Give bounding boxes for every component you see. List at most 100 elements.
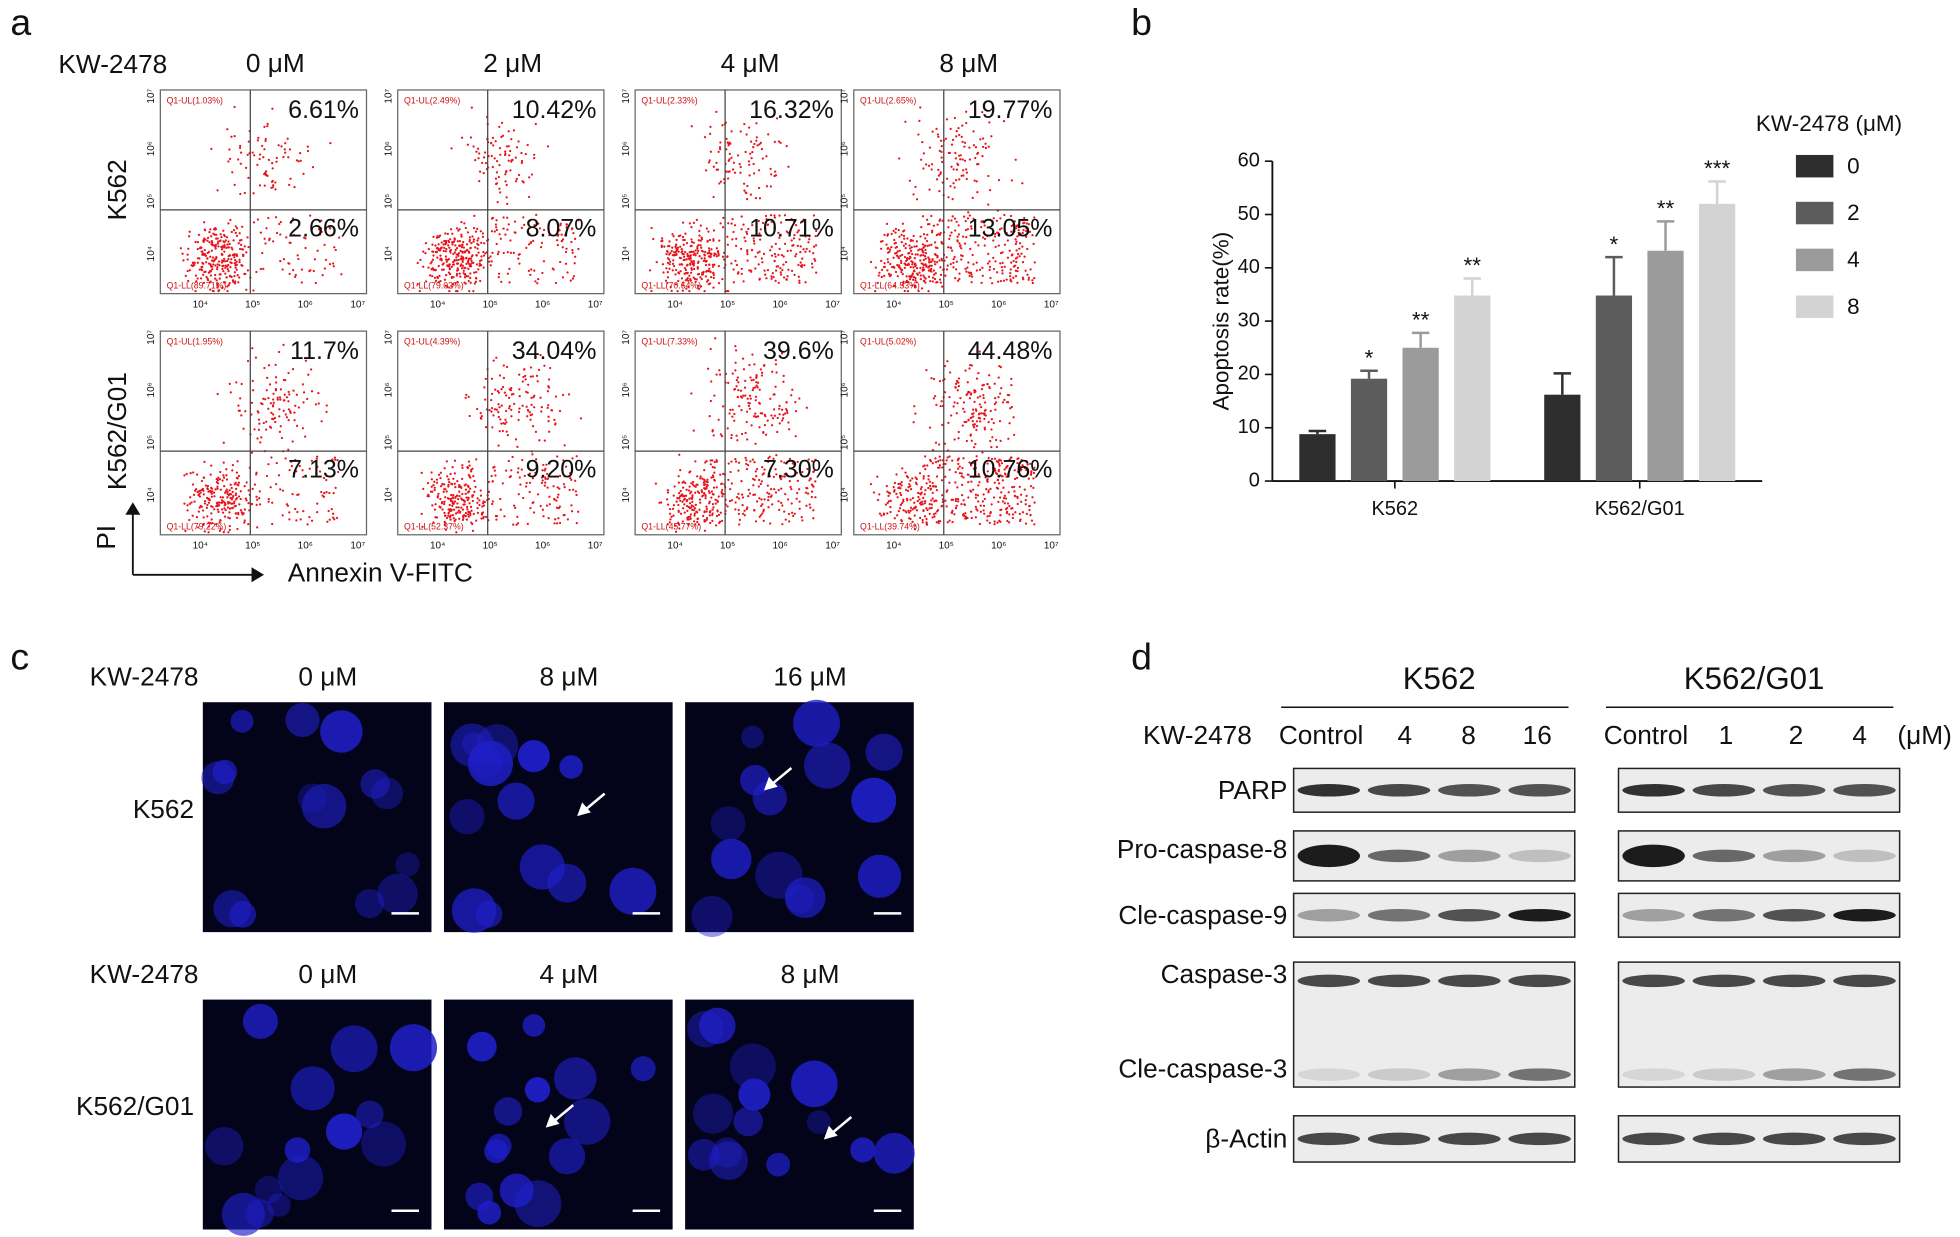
- flow-event: [293, 419, 295, 421]
- flow-x-tick: 10⁷: [350, 300, 365, 311]
- flow-event: [694, 512, 696, 514]
- flow-event: [956, 261, 958, 263]
- flow-event: [906, 237, 908, 239]
- flow-event: [914, 515, 916, 517]
- flow-event: [540, 410, 542, 412]
- flow-event: [282, 156, 284, 158]
- flow-event: [939, 220, 941, 222]
- flow-event: [962, 141, 964, 143]
- flow-event: [253, 154, 255, 156]
- flow-event: [707, 270, 709, 272]
- flow-event: [717, 151, 719, 153]
- flow-event: [458, 518, 460, 520]
- flow-event: [692, 263, 694, 265]
- flow-event: [1020, 253, 1022, 255]
- flow-event: [880, 260, 882, 262]
- flow-event: [264, 238, 266, 240]
- flow-event: [1006, 401, 1008, 403]
- flow-event: [197, 248, 199, 250]
- flow-event: [310, 368, 312, 370]
- flow-event: [752, 163, 754, 165]
- flow-event: [302, 401, 304, 403]
- flow-event: [214, 264, 216, 266]
- flow-event: [712, 493, 714, 495]
- flow-event: [935, 461, 937, 463]
- flow-event: [465, 493, 467, 495]
- flow-y-tick: 10⁴: [146, 246, 157, 261]
- flow-event: [990, 135, 992, 137]
- flow-event: [453, 259, 455, 261]
- flow-event: [257, 137, 259, 139]
- flow-event: [445, 258, 447, 260]
- flow-event: [247, 154, 249, 156]
- flow-event: [495, 226, 497, 228]
- flow-event: [983, 513, 985, 515]
- flow-event: [745, 192, 747, 194]
- flow-event: [688, 486, 690, 488]
- flow-event: [216, 486, 218, 488]
- flow-event: [690, 491, 692, 493]
- flow-event: [498, 392, 500, 394]
- flow-event: [514, 221, 516, 223]
- flow-event: [434, 509, 436, 511]
- flow-event: [996, 446, 998, 448]
- flow-event: [718, 369, 720, 371]
- flow-event: [248, 489, 250, 491]
- flow-event: [792, 244, 794, 246]
- flow-event: [554, 518, 556, 520]
- gate-ul-label: Q1-UL(2.65%): [860, 96, 916, 106]
- flow-event: [446, 475, 448, 477]
- flow-event: [508, 268, 510, 270]
- flow-event: [197, 277, 199, 279]
- flow-event: [500, 281, 502, 283]
- flow-event: [432, 251, 434, 253]
- flow-event: [733, 281, 735, 283]
- flow-event: [767, 269, 769, 271]
- flow-event: [708, 250, 710, 252]
- flow-event: [450, 249, 452, 251]
- flow-event: [456, 480, 458, 482]
- flow-event: [467, 231, 469, 233]
- flow-event: [499, 154, 501, 156]
- flow-event: [688, 498, 690, 500]
- flow-event: [217, 479, 219, 481]
- flow-event: [430, 268, 432, 270]
- flow-event: [957, 381, 959, 383]
- flow-event: [510, 409, 512, 411]
- flow-event: [759, 278, 761, 280]
- flow-event: [496, 409, 498, 411]
- flow-event: [183, 503, 185, 505]
- flow-event: [897, 487, 899, 489]
- flow-event: [746, 411, 748, 413]
- flow-event: [773, 408, 775, 410]
- flow-event: [454, 483, 456, 485]
- flow-event: [471, 255, 473, 257]
- flow-event: [693, 514, 695, 516]
- flow-event: [704, 495, 706, 497]
- legend-swatch: [1796, 202, 1833, 224]
- significance: *: [1365, 345, 1374, 370]
- flow-event: [228, 148, 230, 150]
- flow-event: [278, 351, 280, 353]
- flow-y-tick: 10⁵: [384, 435, 395, 450]
- flow-event: [755, 396, 757, 398]
- flow-event: [547, 145, 549, 147]
- flow-event: [684, 233, 686, 235]
- flow-event: [455, 506, 457, 508]
- flow-event: [679, 500, 681, 502]
- flow-event: [531, 173, 533, 175]
- flow-event: [1000, 252, 1002, 254]
- flow-event: [988, 260, 990, 262]
- flow-event: [1009, 407, 1011, 409]
- flow-event: [215, 234, 217, 236]
- flow-event: [1013, 266, 1015, 268]
- flow-event: [727, 171, 729, 173]
- flow-event: [462, 272, 464, 274]
- flow-event: [472, 145, 474, 147]
- error-bar: [1360, 371, 1377, 379]
- flow-event: [762, 157, 764, 159]
- flow-event: [730, 262, 732, 264]
- flow-event: [904, 510, 906, 512]
- flow-event: [478, 504, 480, 506]
- flow-event: [956, 130, 958, 132]
